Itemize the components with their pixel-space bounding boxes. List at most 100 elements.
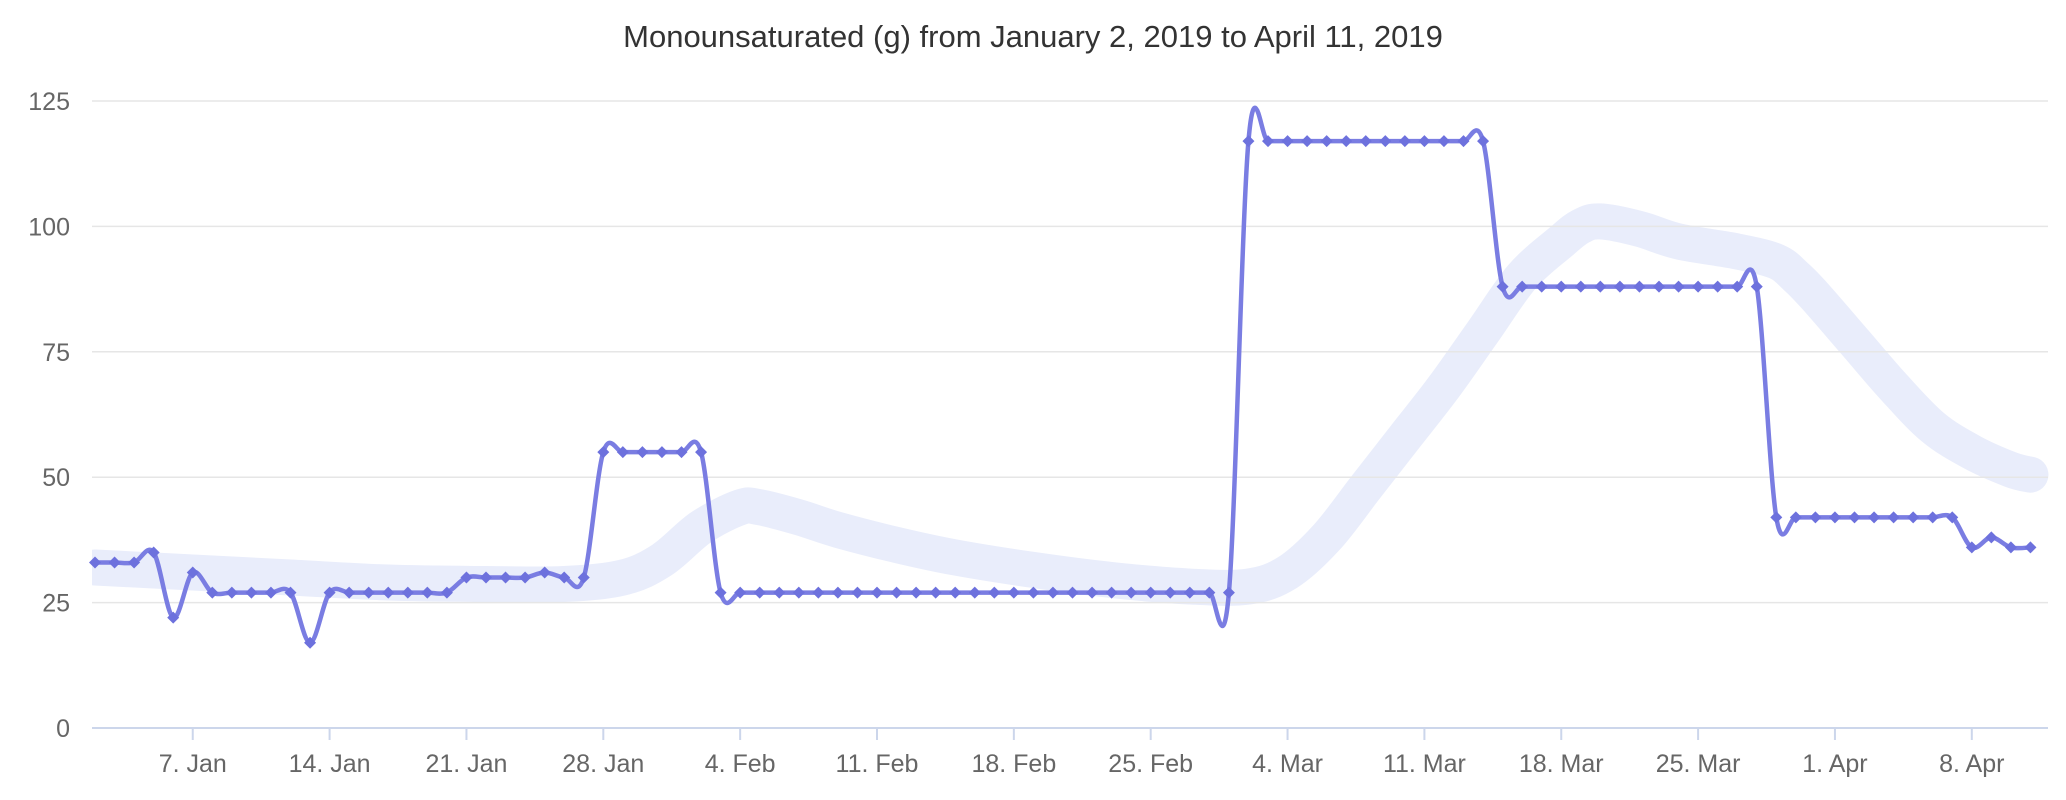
data-point-marker[interactable] bbox=[167, 611, 180, 624]
data-point-marker[interactable] bbox=[1653, 280, 1665, 293]
data-point-marker[interactable] bbox=[1301, 135, 1314, 148]
data-point-marker[interactable] bbox=[206, 586, 219, 599]
data-point-marker[interactable] bbox=[636, 446, 649, 459]
data-point-marker[interactable] bbox=[1535, 280, 1548, 293]
data-point-marker[interactable] bbox=[264, 586, 277, 599]
data-point-marker[interactable] bbox=[655, 446, 668, 459]
data-point-marker[interactable] bbox=[714, 586, 727, 599]
data-point-marker[interactable] bbox=[186, 566, 199, 579]
data-point-marker[interactable] bbox=[1183, 586, 1196, 599]
data-point-marker[interactable] bbox=[1281, 135, 1294, 148]
data-point-marker[interactable] bbox=[1907, 511, 1920, 524]
data-point-marker[interactable] bbox=[1125, 586, 1138, 599]
data-point-marker[interactable] bbox=[128, 556, 141, 569]
data-point-marker[interactable] bbox=[577, 571, 590, 584]
data-point-marker[interactable] bbox=[1359, 135, 1372, 148]
data-point-marker[interactable] bbox=[538, 566, 551, 579]
data-point-marker[interactable] bbox=[519, 571, 532, 584]
data-point-marker[interactable] bbox=[1516, 280, 1529, 293]
data-point-marker[interactable] bbox=[1242, 135, 1255, 148]
data-point-marker[interactable] bbox=[147, 546, 160, 559]
data-point-marker[interactable] bbox=[401, 586, 414, 599]
data-point-marker[interactable] bbox=[1457, 135, 1470, 148]
data-point-marker[interactable] bbox=[1868, 511, 1881, 524]
data-point-marker[interactable] bbox=[480, 571, 492, 584]
data-point-marker[interactable] bbox=[1496, 280, 1509, 293]
data-point-marker[interactable] bbox=[1086, 586, 1099, 599]
data-point-marker[interactable] bbox=[1262, 135, 1274, 148]
data-point-marker[interactable] bbox=[323, 586, 336, 599]
data-point-marker[interactable] bbox=[1711, 280, 1724, 293]
data-point-marker[interactable] bbox=[1633, 280, 1646, 293]
data-point-marker[interactable] bbox=[1144, 586, 1157, 599]
data-point-marker[interactable] bbox=[362, 586, 375, 599]
data-point-marker[interactable] bbox=[753, 586, 766, 599]
data-point-marker[interactable] bbox=[1340, 135, 1353, 148]
data-point-marker[interactable] bbox=[558, 571, 571, 584]
data-point-marker[interactable] bbox=[1828, 511, 1841, 524]
data-point-marker[interactable] bbox=[1926, 511, 1939, 524]
data-point-marker[interactable] bbox=[1555, 280, 1568, 293]
data-point-marker[interactable] bbox=[1692, 280, 1705, 293]
data-point-marker[interactable] bbox=[89, 556, 101, 569]
data-point-marker[interactable] bbox=[949, 586, 962, 599]
data-point-marker[interactable] bbox=[2024, 541, 2037, 554]
data-point-marker[interactable] bbox=[460, 571, 473, 584]
data-point-marker[interactable] bbox=[1437, 135, 1450, 148]
data-point-marker[interactable] bbox=[1809, 511, 1822, 524]
data-point-marker[interactable] bbox=[851, 586, 864, 599]
data-point-marker[interactable] bbox=[1046, 586, 1059, 599]
data-point-marker[interactable] bbox=[871, 586, 883, 599]
data-point-marker[interactable] bbox=[1946, 511, 1959, 524]
data-point-marker[interactable] bbox=[831, 586, 844, 599]
data-point-marker[interactable] bbox=[225, 586, 238, 599]
data-point-marker[interactable] bbox=[1066, 586, 1079, 599]
data-point-marker[interactable] bbox=[1203, 586, 1216, 599]
data-point-marker[interactable] bbox=[1027, 586, 1040, 599]
data-point-marker[interactable] bbox=[597, 446, 610, 459]
data-point-marker[interactable] bbox=[1848, 511, 1861, 524]
data-point-marker[interactable] bbox=[1574, 280, 1587, 293]
data-point-marker[interactable] bbox=[1985, 531, 1998, 544]
data-point-marker[interactable] bbox=[734, 586, 747, 599]
data-point-marker[interactable] bbox=[1007, 586, 1020, 599]
data-point-marker[interactable] bbox=[910, 586, 923, 599]
data-point-marker[interactable] bbox=[1379, 135, 1392, 148]
data-point-marker[interactable] bbox=[929, 586, 942, 599]
data-point-marker[interactable] bbox=[616, 446, 629, 459]
data-point-marker[interactable] bbox=[792, 586, 805, 599]
data-point-marker[interactable] bbox=[890, 586, 903, 599]
main-series[interactable] bbox=[89, 105, 2037, 649]
data-point-marker[interactable] bbox=[1770, 511, 1783, 524]
data-point-marker[interactable] bbox=[1613, 280, 1626, 293]
data-point-marker[interactable] bbox=[812, 586, 825, 599]
data-point-marker[interactable] bbox=[1320, 135, 1333, 148]
data-point-marker[interactable] bbox=[1477, 135, 1490, 148]
data-point-marker[interactable] bbox=[1594, 280, 1607, 293]
data-point-marker[interactable] bbox=[284, 586, 297, 599]
data-point-marker[interactable] bbox=[2004, 541, 2017, 554]
data-point-marker[interactable] bbox=[968, 586, 981, 599]
data-point-marker[interactable] bbox=[1398, 135, 1411, 148]
data-point-marker[interactable] bbox=[304, 636, 317, 649]
data-point-marker[interactable] bbox=[343, 586, 356, 599]
data-point-marker[interactable] bbox=[1750, 280, 1763, 293]
data-point-marker[interactable] bbox=[108, 556, 121, 569]
data-point-marker[interactable] bbox=[382, 586, 395, 599]
data-point-marker[interactable] bbox=[440, 586, 453, 599]
data-point-marker[interactable] bbox=[1672, 280, 1685, 293]
data-point-marker[interactable] bbox=[1222, 586, 1235, 599]
data-point-marker[interactable] bbox=[1789, 511, 1802, 524]
data-point-marker[interactable] bbox=[1965, 541, 1978, 554]
data-point-marker[interactable] bbox=[675, 446, 688, 459]
data-point-marker[interactable] bbox=[773, 586, 786, 599]
data-point-marker[interactable] bbox=[1105, 586, 1118, 599]
data-point-marker[interactable] bbox=[499, 571, 512, 584]
data-point-marker[interactable] bbox=[1164, 586, 1177, 599]
data-point-marker[interactable] bbox=[245, 586, 258, 599]
data-point-marker[interactable] bbox=[695, 446, 708, 459]
data-point-marker[interactable] bbox=[421, 586, 434, 599]
data-point-marker[interactable] bbox=[988, 586, 1001, 599]
data-point-marker[interactable] bbox=[1418, 135, 1431, 148]
data-point-marker[interactable] bbox=[1731, 280, 1744, 293]
